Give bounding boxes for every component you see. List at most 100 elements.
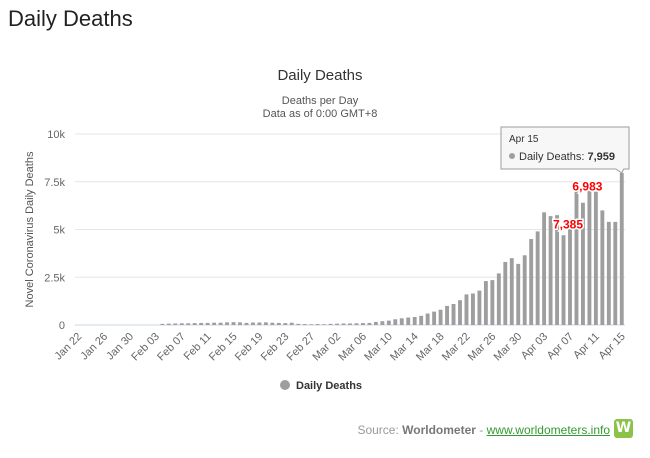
bar[interactable]: [257, 322, 262, 325]
bar[interactable]: [276, 322, 281, 325]
y-axis-label: Novel Coronavirus Daily Deaths: [24, 151, 36, 307]
bar[interactable]: [419, 315, 424, 325]
tooltip: Apr 15 Daily Deaths: 7,959: [500, 126, 630, 174]
bar[interactable]: [535, 231, 540, 325]
bar[interactable]: [425, 313, 430, 325]
bar[interactable]: [380, 321, 385, 325]
bar[interactable]: [270, 322, 275, 325]
bar[interactable]: [354, 323, 359, 325]
bar[interactable]: [302, 324, 307, 325]
x-tick-label: Mar 10: [362, 331, 395, 364]
bar[interactable]: [173, 323, 178, 325]
bar[interactable]: [406, 317, 411, 325]
bar[interactable]: [335, 323, 339, 325]
bar[interactable]: [412, 316, 417, 325]
tooltip-value: 7,959: [587, 151, 615, 163]
source-link[interactable]: www.worldometers.info: [486, 423, 610, 437]
bar[interactable]: [315, 324, 320, 325]
bar[interactable]: [322, 324, 327, 325]
data-label: 6,983: [572, 179, 602, 193]
bar[interactable]: [619, 172, 624, 325]
tooltip-box: [500, 126, 630, 174]
bar[interactable]: [179, 323, 184, 325]
bar[interactable]: [606, 221, 611, 325]
bar[interactable]: [509, 258, 514, 325]
bar[interactable]: [587, 187, 592, 325]
bar[interactable]: [503, 261, 508, 325]
bar[interactable]: [581, 202, 585, 325]
bar[interactable]: [348, 323, 352, 325]
bar[interactable]: [458, 300, 462, 325]
x-tick-label: Apr 11: [571, 331, 602, 362]
x-tick-label: Mar 26: [466, 331, 499, 364]
legend-marker[interactable]: [280, 380, 290, 390]
bar[interactable]: [432, 311, 437, 325]
bar[interactable]: [186, 323, 191, 325]
tooltip-series-name: Daily Deaths:: [519, 151, 587, 163]
bar[interactable]: [464, 294, 469, 325]
bar[interactable]: [361, 323, 365, 325]
tooltip-date: Apr 15: [509, 134, 539, 145]
bar[interactable]: [341, 323, 346, 325]
bar[interactable]: [477, 290, 482, 325]
bar[interactable]: [451, 303, 456, 325]
bar[interactable]: [225, 322, 229, 325]
bar[interactable]: [561, 235, 566, 325]
bar[interactable]: [483, 281, 488, 325]
bar[interactable]: [160, 323, 165, 325]
bar[interactable]: [574, 183, 579, 325]
x-tick-label: Feb 03: [129, 331, 162, 364]
bar[interactable]: [613, 221, 618, 325]
bar[interactable]: [289, 322, 294, 325]
bar[interactable]: [231, 322, 236, 325]
bar[interactable]: [399, 318, 404, 325]
bar[interactable]: [309, 324, 314, 325]
bar[interactable]: [548, 216, 553, 325]
bar[interactable]: [205, 322, 210, 325]
bar[interactable]: [218, 322, 223, 325]
bar[interactable]: [367, 322, 372, 325]
bar[interactable]: [166, 323, 171, 325]
chart-title: Daily Deaths: [277, 67, 362, 84]
bar[interactable]: [555, 215, 559, 325]
bar[interactable]: [593, 191, 598, 325]
x-tick-label: Mar 14: [388, 331, 421, 364]
bar[interactable]: [522, 255, 527, 325]
bar[interactable]: [328, 323, 333, 325]
bar[interactable]: [199, 322, 204, 325]
bar[interactable]: [542, 212, 547, 325]
chart-subtitle-line: Data as of 0:00 GMT+8: [263, 108, 378, 120]
y-tick-label: 0: [59, 320, 65, 332]
bar[interactable]: [263, 322, 268, 325]
bar[interactable]: [445, 305, 449, 325]
bar[interactable]: [192, 323, 197, 325]
tooltip-series-marker: [509, 153, 515, 159]
bar[interactable]: [516, 263, 521, 325]
bar[interactable]: [238, 322, 242, 325]
x-tick-label: Apr 03: [519, 331, 550, 362]
bar[interactable]: [496, 273, 501, 325]
source-name: Worldometer: [402, 423, 476, 437]
x-tick-label: Mar 18: [414, 331, 447, 364]
bar[interactable]: [296, 323, 301, 325]
bar[interactable]: [244, 322, 249, 325]
bar[interactable]: [251, 322, 255, 325]
x-tick-label: Mar 02: [310, 331, 343, 364]
bar[interactable]: [212, 322, 217, 325]
bar[interactable]: [386, 320, 391, 325]
bar[interactable]: [393, 319, 398, 325]
bar[interactable]: [568, 225, 572, 325]
bar[interactable]: [283, 323, 288, 325]
bar[interactable]: [471, 293, 475, 325]
data-label: 7,385: [553, 218, 583, 232]
x-tick-label: Apr 07: [545, 331, 576, 362]
bar[interactable]: [600, 210, 605, 325]
x-tick-label: Feb 07: [155, 331, 188, 364]
y-tick-label: 2.5k: [44, 272, 65, 284]
bar[interactable]: [438, 309, 443, 325]
bar[interactable]: [490, 280, 495, 325]
bar[interactable]: [529, 239, 534, 325]
x-tick-label: Jan 22: [53, 331, 85, 363]
bar[interactable]: [373, 321, 378, 325]
